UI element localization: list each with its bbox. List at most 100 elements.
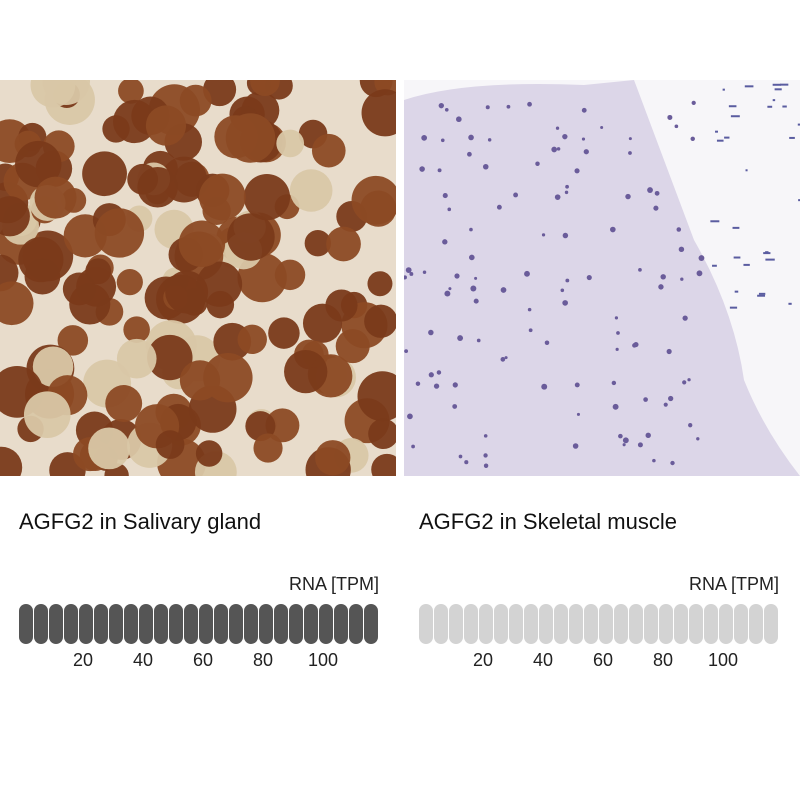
- nucleus: [581, 107, 587, 113]
- nucleus: [691, 100, 696, 105]
- acinus: [268, 317, 300, 349]
- nucleus: [404, 349, 409, 354]
- rna-bar: [509, 604, 523, 644]
- nucleus: [690, 136, 695, 142]
- rna-bar: [734, 604, 748, 644]
- nucleus: [476, 338, 481, 343]
- nucleus: [698, 255, 705, 261]
- nucleus: [554, 194, 561, 200]
- nucleus: [581, 137, 586, 141]
- nucleus: [643, 397, 648, 402]
- nucleus: [663, 402, 668, 407]
- nucleus: [680, 277, 684, 281]
- rna-bar: [629, 604, 643, 644]
- rna-bar: [659, 604, 673, 644]
- nucleus: [457, 335, 464, 341]
- nucleus: [467, 151, 472, 157]
- nucleus: [562, 232, 569, 239]
- rna-bar: [34, 604, 48, 644]
- nucleus: [506, 104, 511, 109]
- nucleus: [527, 307, 532, 312]
- nucleus: [458, 454, 463, 459]
- fiber-fragment: [745, 169, 748, 172]
- nucleus: [616, 331, 620, 335]
- nucleus: [562, 133, 568, 140]
- rna-bar: [674, 604, 688, 644]
- nucleus: [622, 443, 626, 447]
- rna-bar: [749, 604, 763, 644]
- fiber-fragment: [774, 88, 782, 91]
- nucleus: [419, 166, 425, 172]
- nucleus: [524, 270, 530, 277]
- rna-bar: [464, 604, 478, 644]
- nucleus: [452, 404, 458, 409]
- fiber-fragment: [743, 263, 750, 266]
- nucleus: [666, 348, 672, 355]
- rna-bar: [434, 604, 448, 644]
- rna-bar: [169, 604, 183, 644]
- rna-bar: [614, 604, 628, 644]
- fiber-fragment: [744, 85, 754, 88]
- rna-bar: [259, 604, 273, 644]
- nucleus: [436, 370, 442, 375]
- fiber-fragment: [728, 105, 737, 108]
- rna-bar: [139, 604, 153, 644]
- nucleus: [556, 147, 561, 151]
- rna-bar: [524, 604, 538, 644]
- rna-bar: [719, 604, 733, 644]
- nucleus: [456, 116, 462, 123]
- nucleus: [688, 423, 693, 428]
- acinus: [88, 427, 131, 470]
- acinus: [351, 175, 396, 225]
- fiber-fragment: [732, 226, 740, 229]
- nucleus: [468, 254, 475, 261]
- acinus: [15, 140, 62, 188]
- nucleus: [469, 227, 473, 232]
- nucleus: [444, 107, 449, 112]
- acinus: [198, 173, 246, 221]
- nucleus: [442, 193, 448, 199]
- nucleus: [440, 138, 445, 143]
- nucleus: [428, 329, 434, 336]
- tick-label: 60: [592, 650, 614, 670]
- acinus: [368, 418, 396, 450]
- acinus: [0, 196, 30, 237]
- fiber-fragment: [789, 136, 795, 139]
- rna-bar: [644, 604, 658, 644]
- acinus: [326, 226, 361, 262]
- panel-title-left: AGFG2 in Salivary gland: [19, 509, 262, 534]
- tick-label: 40: [132, 650, 154, 670]
- acinus: [195, 440, 223, 467]
- acinus: [371, 453, 396, 476]
- acinus: [137, 166, 178, 208]
- nucleus: [437, 168, 442, 173]
- fiber-fragment: [757, 294, 766, 297]
- rna-label-left: RNA [TPM]: [288, 574, 379, 594]
- tick-label: 80: [652, 650, 674, 670]
- nucleus: [483, 463, 489, 468]
- tick-label: 20: [472, 650, 494, 670]
- tick-label: 80: [252, 650, 274, 670]
- acinus: [250, 80, 280, 96]
- rna-bar: [364, 604, 378, 644]
- nucleus: [658, 284, 664, 290]
- nucleus: [576, 412, 581, 416]
- nucleus: [625, 193, 631, 200]
- nucleus: [422, 270, 427, 274]
- fiber-fragment: [765, 258, 775, 261]
- nucleus: [632, 343, 637, 348]
- nucleus: [500, 287, 507, 293]
- acinus: [265, 408, 300, 443]
- nucleus: [541, 233, 546, 237]
- rna-bar: [49, 604, 63, 644]
- acinus: [30, 80, 76, 108]
- nucleus: [528, 328, 533, 333]
- acinus: [145, 105, 187, 146]
- rna-bar: [349, 604, 363, 644]
- nucleus: [622, 437, 629, 444]
- nucleus: [682, 380, 687, 385]
- nucleus: [637, 442, 643, 448]
- rna-bar: [479, 604, 493, 644]
- acinus: [0, 446, 23, 476]
- nucleus: [610, 226, 616, 233]
